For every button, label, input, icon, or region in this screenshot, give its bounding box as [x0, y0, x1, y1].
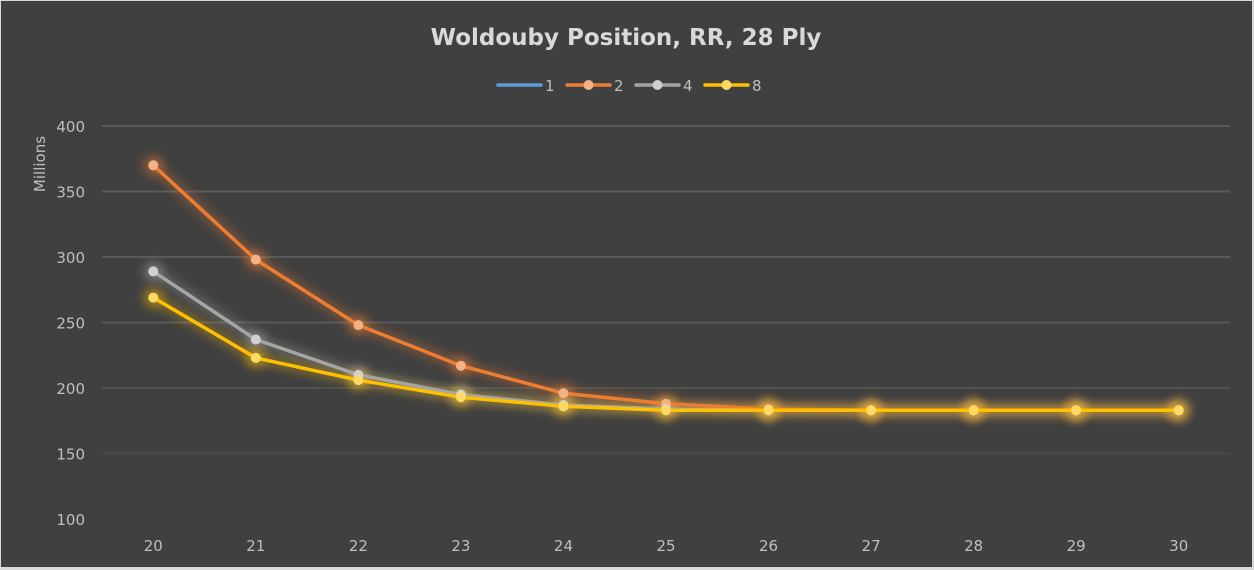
y-tick-label: 150	[56, 446, 85, 464]
y-tick-label: 350	[56, 184, 85, 202]
x-tick-label: 20	[144, 537, 163, 555]
legend-label: 1	[545, 77, 555, 95]
x-tick-label: 30	[1169, 537, 1188, 555]
x-tick-label: 22	[349, 537, 368, 555]
x-tick-label: 27	[862, 537, 881, 555]
data-point-marker	[148, 292, 159, 303]
y-tick-label: 300	[56, 249, 85, 267]
y-axis-ticks: 100 150 200 250 300 350 400	[56, 118, 85, 529]
legend-marker	[583, 80, 594, 90]
legend-item-1: 1	[496, 77, 555, 95]
y-tick-label: 250	[56, 315, 85, 333]
x-tick-label: 29	[1067, 537, 1086, 555]
x-tick-label: 23	[451, 537, 470, 555]
y-tick-label: 200	[56, 380, 85, 398]
data-point-marker	[558, 401, 569, 412]
legend-label: 2	[614, 77, 624, 95]
series-8	[148, 292, 1184, 416]
legend-item-2: 2	[565, 77, 624, 95]
x-axis-ticks: 20 21 22 23 24 25 26 27 28 29 30	[144, 537, 1189, 555]
data-point-marker	[558, 388, 569, 399]
legend: 1 2 4 8	[496, 77, 762, 95]
data-point-marker	[250, 352, 261, 363]
x-tick-label: 28	[964, 537, 983, 555]
x-tick-label: 21	[246, 537, 265, 555]
y-axis-title: Millions	[31, 136, 49, 192]
data-point-marker	[1173, 405, 1184, 416]
legend-label: 8	[752, 77, 762, 95]
legend-marker	[652, 80, 663, 90]
data-point-marker	[455, 392, 466, 403]
data-point-marker	[968, 405, 979, 416]
y-tick-label: 100	[56, 511, 85, 529]
x-tick-label: 26	[759, 537, 778, 555]
gridlines	[101, 125, 1231, 501]
chart-title: Woldouby Position, RR, 28 Ply	[431, 25, 822, 51]
legend-item-4: 4	[634, 77, 693, 95]
data-point-marker	[250, 254, 261, 265]
data-point-marker	[353, 375, 364, 386]
data-point-marker	[661, 405, 671, 416]
data-point-marker	[455, 360, 466, 371]
legend-item-8: 8	[703, 77, 762, 95]
data-point-marker	[353, 320, 364, 331]
legend-label: 4	[683, 77, 693, 95]
data-point-marker	[148, 160, 159, 171]
data-point-marker	[148, 266, 159, 277]
data-point-marker	[250, 334, 261, 345]
y-tick-label: 400	[56, 118, 85, 136]
data-point-marker	[763, 405, 774, 416]
x-tick-label: 24	[554, 537, 573, 555]
x-tick-label: 25	[656, 537, 675, 555]
series-lines	[148, 160, 1184, 416]
data-point-marker	[866, 405, 877, 416]
legend-marker	[721, 80, 732, 90]
data-point-marker	[1071, 405, 1082, 416]
